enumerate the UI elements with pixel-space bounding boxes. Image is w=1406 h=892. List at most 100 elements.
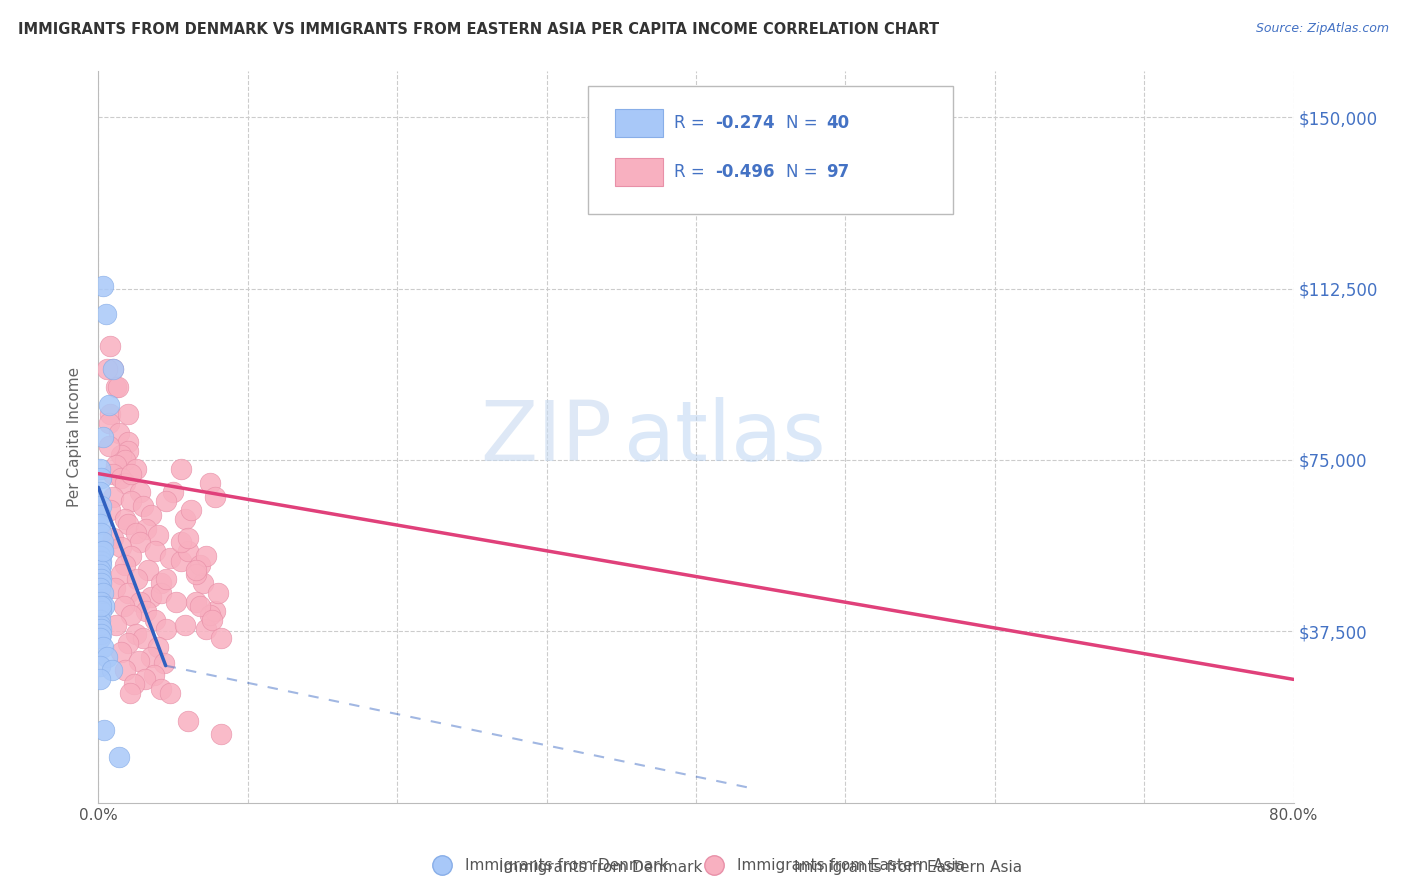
Point bbox=[114, 558, 136, 573]
Point bbox=[143, 544, 166, 558]
Point bbox=[159, 686, 181, 700]
Point bbox=[94, 307, 117, 321]
Point bbox=[139, 590, 162, 604]
Point bbox=[117, 585, 139, 599]
Point bbox=[110, 540, 132, 554]
Point bbox=[90, 594, 112, 608]
Text: R =: R = bbox=[675, 114, 710, 132]
Point bbox=[184, 567, 207, 582]
Point bbox=[110, 448, 132, 462]
Point bbox=[90, 558, 112, 573]
Point bbox=[177, 544, 200, 558]
Point bbox=[204, 490, 226, 504]
FancyBboxPatch shape bbox=[589, 86, 953, 214]
Point bbox=[169, 553, 191, 567]
Point bbox=[201, 613, 224, 627]
Point bbox=[89, 581, 111, 595]
Point bbox=[125, 462, 148, 476]
Point bbox=[105, 617, 128, 632]
Point bbox=[209, 632, 232, 646]
Text: R =: R = bbox=[675, 163, 710, 181]
Text: 97: 97 bbox=[827, 163, 849, 181]
Text: -0.496: -0.496 bbox=[716, 163, 775, 181]
Point bbox=[155, 572, 177, 586]
Text: Source: ZipAtlas.com: Source: ZipAtlas.com bbox=[1256, 22, 1389, 36]
Point bbox=[114, 475, 136, 490]
Point bbox=[96, 361, 118, 376]
Point bbox=[139, 649, 162, 664]
Point bbox=[112, 599, 135, 614]
Point bbox=[117, 434, 139, 449]
Point bbox=[184, 563, 207, 577]
Point bbox=[117, 636, 139, 650]
Point bbox=[150, 585, 173, 599]
Point bbox=[98, 338, 122, 352]
Point bbox=[101, 663, 124, 677]
Point bbox=[177, 531, 200, 545]
Point bbox=[91, 544, 114, 558]
Point bbox=[174, 512, 197, 526]
Point bbox=[204, 604, 226, 618]
Point bbox=[124, 677, 146, 691]
Point bbox=[89, 549, 111, 563]
Point bbox=[142, 667, 165, 681]
Point bbox=[150, 576, 173, 591]
Point bbox=[90, 572, 112, 586]
Point bbox=[89, 673, 111, 687]
Point bbox=[103, 531, 125, 545]
Point bbox=[135, 521, 157, 535]
Point bbox=[120, 467, 142, 481]
Point bbox=[114, 453, 136, 467]
Point bbox=[108, 750, 131, 764]
Point bbox=[117, 443, 139, 458]
Point bbox=[143, 613, 166, 627]
Point bbox=[98, 503, 122, 517]
Point bbox=[90, 471, 112, 485]
Point bbox=[132, 632, 155, 646]
Point bbox=[120, 549, 142, 563]
Point bbox=[195, 549, 218, 563]
Point bbox=[89, 462, 111, 476]
Point bbox=[150, 681, 173, 696]
Point bbox=[188, 599, 211, 614]
Point bbox=[125, 526, 148, 541]
Point bbox=[107, 380, 129, 394]
Point bbox=[103, 361, 125, 376]
Point bbox=[108, 425, 131, 440]
Point bbox=[191, 576, 214, 591]
Point bbox=[118, 686, 141, 700]
Point bbox=[114, 512, 136, 526]
Point bbox=[90, 599, 112, 614]
Point bbox=[91, 535, 114, 549]
Point bbox=[89, 613, 111, 627]
Legend: Immigrants from Denmark, Immigrants from Eastern Asia: Immigrants from Denmark, Immigrants from… bbox=[420, 852, 972, 880]
Point bbox=[174, 617, 197, 632]
Point bbox=[90, 626, 112, 640]
Point bbox=[90, 576, 112, 591]
Point bbox=[89, 484, 111, 499]
Point bbox=[89, 567, 111, 582]
Point bbox=[91, 585, 114, 599]
Point bbox=[153, 657, 176, 671]
Point bbox=[96, 649, 118, 664]
Point bbox=[139, 508, 162, 522]
Point bbox=[90, 622, 112, 636]
Point bbox=[135, 604, 157, 618]
Point bbox=[110, 471, 132, 485]
Point bbox=[200, 475, 222, 490]
Point bbox=[195, 622, 218, 636]
Point bbox=[89, 516, 111, 531]
Text: -0.274: -0.274 bbox=[716, 114, 775, 132]
Point bbox=[136, 563, 159, 577]
Point bbox=[162, 484, 184, 499]
Point bbox=[110, 645, 132, 659]
Point bbox=[97, 439, 120, 453]
Point bbox=[207, 585, 229, 599]
Point bbox=[169, 462, 191, 476]
Point bbox=[169, 535, 191, 549]
Point bbox=[90, 499, 112, 513]
Point bbox=[188, 558, 211, 573]
Point bbox=[89, 563, 111, 577]
Point bbox=[132, 499, 155, 513]
Point bbox=[129, 535, 152, 549]
